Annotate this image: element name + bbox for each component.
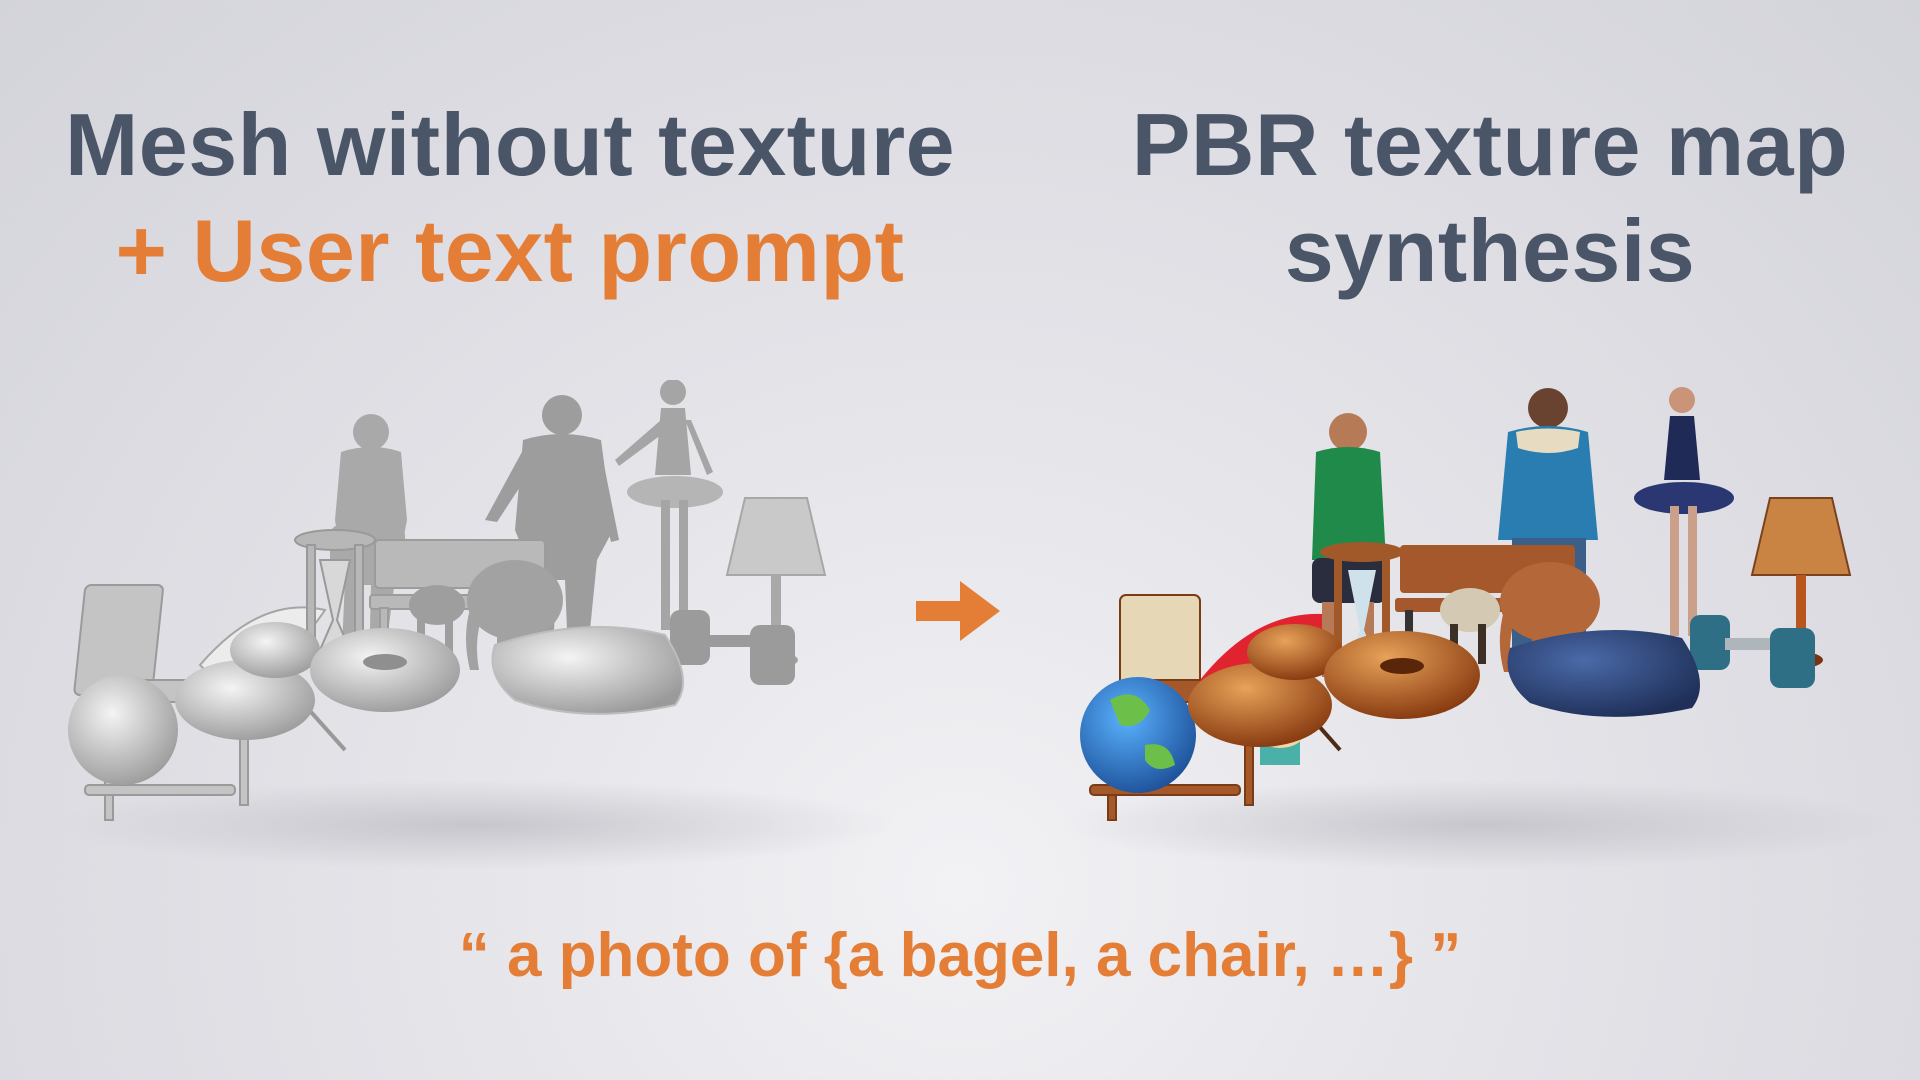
right-heading-line1: PBR texture map (1131, 95, 1849, 194)
ballerina-mesh (615, 380, 723, 630)
bagel-mesh (310, 628, 460, 712)
textured-scene (1050, 380, 1910, 880)
untextured-mesh-illustration (55, 380, 895, 870)
right-heading: PBR texture map synthesis (1040, 92, 1920, 304)
right-arrow-icon (910, 575, 1006, 647)
ball-mesh (68, 675, 178, 785)
dumbbell-textured (1690, 615, 1815, 688)
left-heading-line1: Mesh without texture (64, 95, 956, 194)
left-heading-line2: + User text prompt (115, 201, 905, 300)
bread-mesh (175, 622, 320, 740)
person-textured-1 (1312, 413, 1386, 677)
textured-objects-illustration (1060, 387, 1900, 870)
dumbbell-mesh (670, 610, 795, 685)
bread-textured (1188, 624, 1343, 747)
prompt-caption: “ a photo of {a bagel, a chair, …} ” (458, 921, 1462, 990)
bagel-textured (1324, 631, 1480, 719)
right-heading-line2: synthesis (1284, 201, 1696, 300)
pillow-textured (1507, 630, 1700, 717)
side-table-textured (1320, 542, 1404, 666)
globe-textured (1080, 677, 1196, 793)
ballerina-textured (1634, 387, 1734, 636)
pillow-mesh (491, 626, 684, 715)
side-table-mesh (294, 529, 376, 656)
left-heading: Mesh without texture + User text prompt (40, 92, 980, 304)
untextured-mesh-scene (45, 380, 905, 880)
